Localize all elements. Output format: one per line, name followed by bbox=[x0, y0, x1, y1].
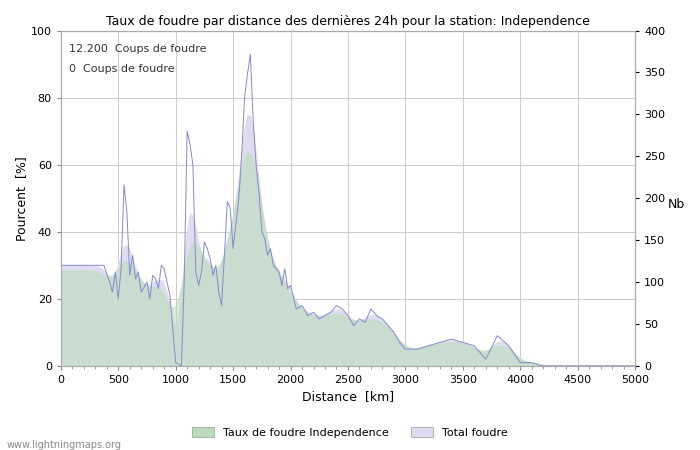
Y-axis label: Nb: Nb bbox=[668, 198, 685, 211]
X-axis label: Distance  [km]: Distance [km] bbox=[302, 391, 394, 404]
Text: 12.200  Coups de foudre: 12.200 Coups de foudre bbox=[69, 45, 207, 54]
Title: Taux de foudre par distance des dernières 24h pour la station: Independence: Taux de foudre par distance des dernière… bbox=[106, 15, 590, 28]
Text: www.lightningmaps.org: www.lightningmaps.org bbox=[7, 440, 122, 450]
Y-axis label: Pourcent  [%]: Pourcent [%] bbox=[15, 156, 28, 241]
Legend: Taux de foudre Independence, Total foudre: Taux de foudre Independence, Total foudr… bbox=[188, 423, 512, 442]
Text: 0  Coups de foudre: 0 Coups de foudre bbox=[69, 64, 175, 75]
